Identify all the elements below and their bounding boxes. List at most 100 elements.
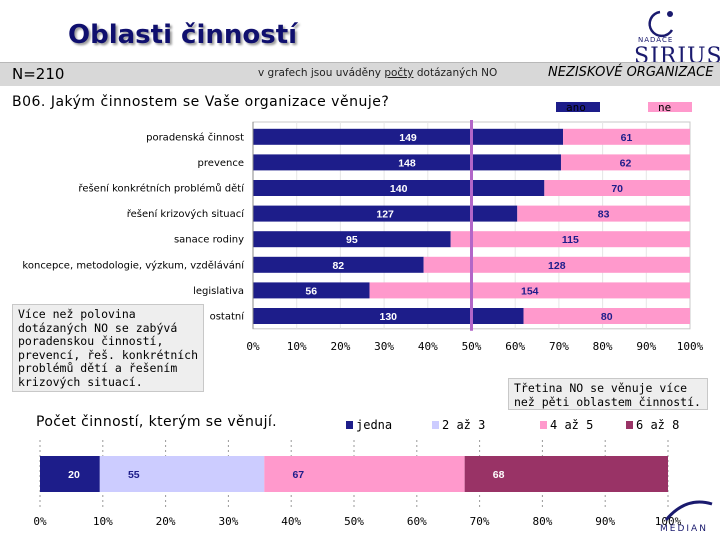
chart1-bar-ne bbox=[423, 256, 690, 273]
chart1-legend-swatch bbox=[556, 102, 600, 112]
chart1-category-label: ostatní bbox=[210, 311, 246, 323]
chart2-legend-label: 4 až 5 bbox=[550, 418, 593, 432]
chart1-data-label: 130 bbox=[379, 311, 397, 323]
chart2-tick-label: 100% bbox=[655, 515, 682, 528]
left-callout-line: prevencí, řeš. konkrétních bbox=[18, 347, 199, 362]
question-title: B06. Jakým činnostem se Vaše organizace … bbox=[12, 94, 390, 110]
chart1-category-label: koncepce, metodologie, výzkum, vzděláván… bbox=[22, 259, 245, 271]
left-callout-line: Více než polovina bbox=[18, 307, 136, 321]
right-callout-line: Třetina NO se věnuje více bbox=[514, 381, 688, 395]
logo-org: NADACE bbox=[638, 36, 674, 44]
chart2-legend-swatch bbox=[346, 421, 353, 429]
chart1-data-label: 61 bbox=[621, 132, 633, 144]
note-text: v grafech jsou uváděny počty dotázaných … bbox=[258, 67, 498, 79]
chart1-bar-ne bbox=[369, 282, 690, 299]
chart1-tick-label: 80% bbox=[593, 340, 613, 353]
chart1-category-label: prevence bbox=[198, 158, 244, 169]
chart1-bar-ne bbox=[560, 154, 690, 171]
chart2-bar-jedna bbox=[40, 456, 100, 492]
chart1-tick-label: 100% bbox=[677, 340, 704, 353]
segment-label: NEZISKOVÉ ORGANIZACE bbox=[548, 65, 714, 80]
chart1-bar-ne bbox=[517, 205, 690, 222]
chart2-bar-4-až-5 bbox=[264, 456, 465, 492]
chart1-category-label: řešení krizových situací bbox=[127, 208, 245, 220]
chart1-tick-label: 10% bbox=[287, 340, 307, 353]
chart1-data-label: 140 bbox=[390, 183, 408, 195]
chart1-data-label: 62 bbox=[620, 157, 632, 169]
chart1-data-label: 83 bbox=[598, 209, 610, 221]
chart1-data-label: 128 bbox=[548, 260, 566, 272]
chart1-tick-label: 30% bbox=[374, 340, 394, 353]
chart2-legend-label: jedna bbox=[356, 418, 392, 432]
chart1-data-label: 70 bbox=[611, 183, 623, 195]
chart1-bar-ano bbox=[253, 256, 424, 273]
chart1-tick-label: 20% bbox=[330, 340, 350, 353]
chart1-data-label: 154 bbox=[521, 285, 539, 297]
chart2-legend-swatch bbox=[540, 421, 547, 429]
left-callout-line: problémů dětí a řešením bbox=[18, 361, 178, 376]
chart2-data-label: 68 bbox=[493, 469, 505, 481]
chart2-legend-label: 6 až 8 bbox=[636, 418, 679, 432]
left-callout: Více než polovina dotázaných NO se zabýv… bbox=[12, 304, 204, 392]
chart2-tick-label: 10% bbox=[93, 515, 113, 528]
right-callout-line: než pěti oblastem činností. bbox=[514, 395, 701, 409]
chart2-data-label: 20 bbox=[68, 469, 80, 481]
chart1-tick-label: 60% bbox=[505, 340, 525, 353]
chart2-data-label: 55 bbox=[128, 469, 140, 481]
chart1-category-label: řešení konkrétních problémů dětí bbox=[78, 183, 245, 195]
left-callout-line: dotázaných NO se zabývá bbox=[18, 320, 178, 335]
chart1-data-label: 95 bbox=[346, 234, 358, 246]
chart1-tick-label: 70% bbox=[549, 340, 569, 353]
left-callout-line: krizových situací. bbox=[18, 374, 143, 389]
right-callout: Třetina NO se věnuje více než pěti oblas… bbox=[508, 378, 708, 410]
chart1-bar-ne bbox=[544, 180, 690, 196]
left-callout-line: poradenskou činností, bbox=[18, 334, 164, 349]
chart2-legend-swatch bbox=[626, 421, 633, 429]
chart1-bar-ne bbox=[563, 128, 690, 145]
chart1-data-label: 127 bbox=[376, 209, 394, 221]
median-logo: MEDIAN bbox=[656, 494, 718, 538]
chart2-tick-label: 20% bbox=[156, 515, 176, 528]
chart2-tick-label: 40% bbox=[281, 515, 301, 528]
chart1-data-label: 148 bbox=[398, 157, 416, 169]
chart2-legend-swatch bbox=[432, 421, 439, 429]
chart2-tick-label: 80% bbox=[532, 515, 552, 528]
chart1-data-label: 82 bbox=[332, 260, 344, 272]
chart1-tick-label: 90% bbox=[636, 340, 656, 353]
chart1-data-label: 115 bbox=[562, 234, 579, 246]
sample-size: N=210 bbox=[12, 65, 65, 83]
header-bar bbox=[0, 62, 720, 86]
chart1-bar-ano bbox=[253, 308, 524, 324]
sirius-logo-mark bbox=[648, 10, 674, 38]
chart2-tick-label: 0% bbox=[33, 515, 47, 528]
subchart-title: Počet činností, kterým se věnují. bbox=[36, 414, 278, 430]
chart1-category-label: legislativa bbox=[193, 286, 244, 297]
chart1-legend-swatch bbox=[648, 102, 692, 112]
chart1-category-label: sanace rodiny bbox=[174, 235, 244, 246]
chart2-tick-label: 90% bbox=[595, 515, 615, 528]
chart1-data-label: 56 bbox=[305, 285, 317, 297]
chart2-data-label: 67 bbox=[292, 469, 304, 481]
chart1-bar-ne bbox=[523, 308, 690, 324]
chart2-tick-label: 60% bbox=[407, 515, 427, 528]
chart1-data-label: 149 bbox=[399, 132, 417, 144]
chart2-bar-6-až-8 bbox=[464, 456, 668, 492]
chart1-bar-ano bbox=[253, 231, 451, 248]
median-logo-text: MEDIAN bbox=[660, 524, 708, 534]
chart2-tick-label: 30% bbox=[218, 515, 238, 528]
chart1-bar-ano bbox=[253, 282, 370, 299]
chart1-bar-ano bbox=[253, 205, 518, 222]
chart1-legend-label: ano bbox=[566, 101, 586, 114]
chart2-tick-label: 70% bbox=[470, 515, 490, 528]
chart2-tick-label: 50% bbox=[344, 515, 364, 528]
chart1-tick-label: 50% bbox=[462, 340, 482, 353]
page-title: Oblasti činností bbox=[68, 20, 298, 50]
chart1-bar-ano bbox=[253, 154, 561, 171]
chart2-legend-label: 2 až 3 bbox=[442, 418, 485, 432]
median-logo-mark bbox=[664, 500, 713, 521]
chart1-tick-label: 40% bbox=[418, 340, 438, 353]
chart1-data-label: 80 bbox=[601, 311, 613, 323]
chart1-legend-label: ne bbox=[658, 101, 671, 114]
chart1-bar-ne bbox=[450, 231, 690, 248]
